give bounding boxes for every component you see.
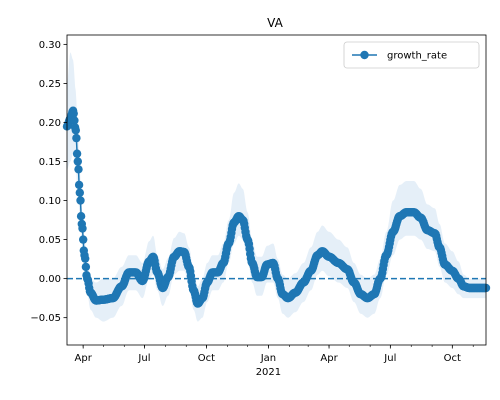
legend-box [343, 41, 480, 69]
data-point [72, 149, 82, 158]
data-point [76, 212, 86, 221]
y-tick-label: 0.00 [39, 274, 61, 285]
plot-area: −0.05 0.00 0.05 0.10 0.15 0.20 0.25 0.30 Apr Jul O… [30, 34, 491, 378]
x-tick-label: Jul [137, 353, 150, 364]
axes-frame [66, 34, 487, 346]
chart-title: VA [267, 16, 283, 30]
legend-marker [360, 50, 369, 60]
y-tick-label: −0.05 [30, 313, 61, 324]
x-tick-label: Oct [444, 353, 461, 364]
data-point [70, 116, 79, 125]
legend: growth_rate [343, 41, 480, 69]
data-point [79, 235, 88, 244]
y-tick-label: 0.10 [39, 196, 61, 207]
data-point [78, 224, 87, 233]
x-tick-label: Oct [198, 353, 215, 364]
y-tick-label: 0.30 [39, 40, 61, 51]
data-point [72, 133, 81, 143]
data-point [75, 188, 85, 197]
y-tick-label: 0.20 [39, 118, 61, 129]
data-point [81, 262, 91, 272]
x-tick-label: Jul [383, 353, 396, 364]
x-year-label: 2021 [256, 367, 281, 378]
y-tick-label: 0.15 [39, 157, 61, 168]
data-point [73, 157, 83, 166]
y-tick-label: 0.05 [39, 235, 61, 246]
data-point [74, 165, 83, 174]
x-tick-label: Jan [260, 353, 276, 364]
x-tick-label: Apr [320, 353, 338, 364]
data-point [76, 196, 85, 205]
series-markers [62, 106, 491, 308]
legend-label: growth_rate [387, 51, 447, 62]
data-point [69, 109, 78, 118]
data-point [74, 180, 84, 190]
x-tick-label: Apr [75, 353, 93, 364]
data-point [71, 126, 81, 135]
data-point [81, 254, 90, 263]
y-tick-label: 0.25 [39, 79, 61, 90]
